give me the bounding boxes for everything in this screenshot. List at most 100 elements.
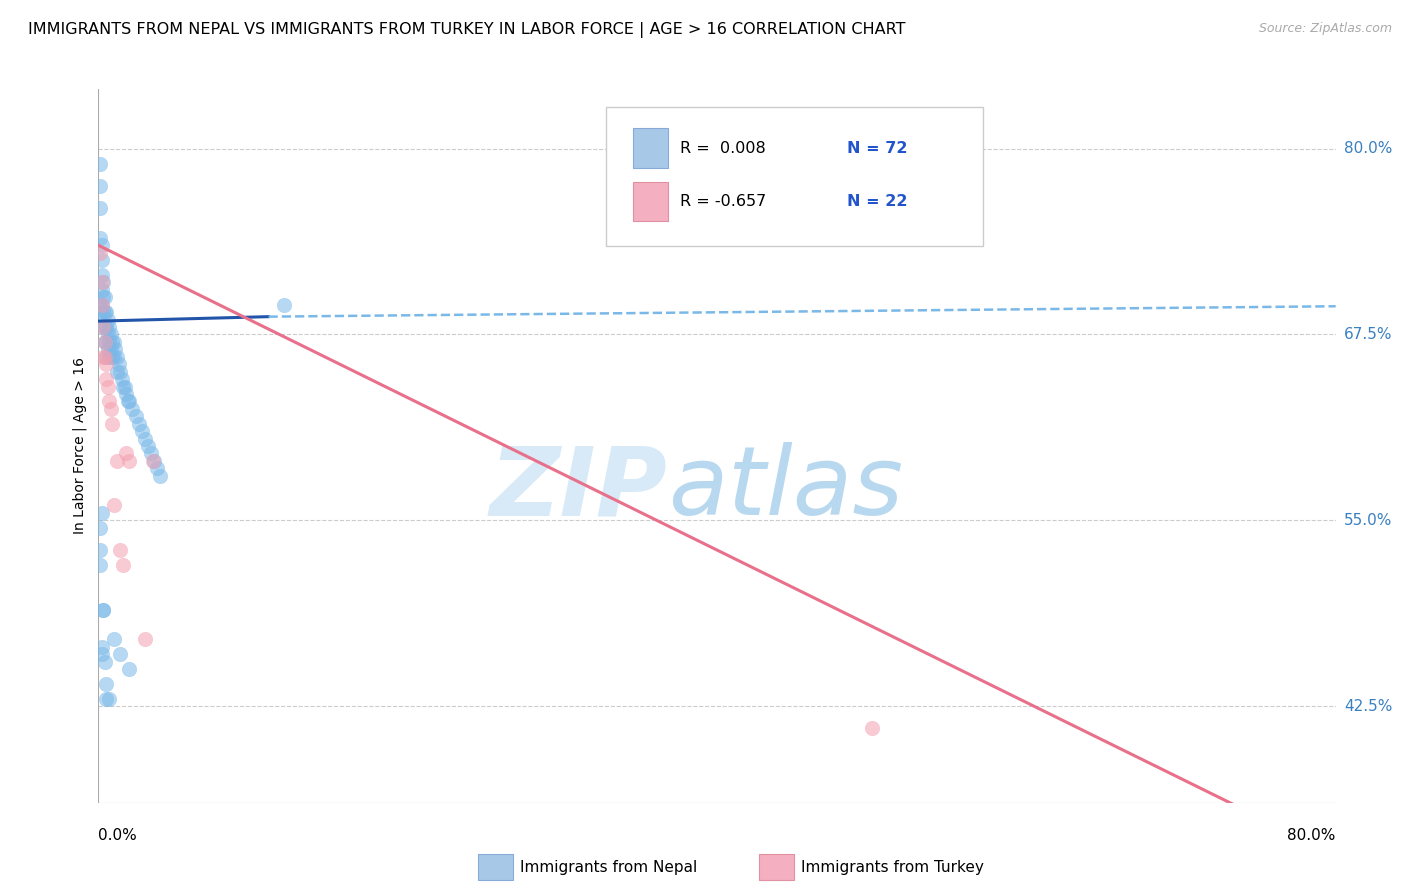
Point [90, 640, 112, 654]
Point [97, 379, 120, 393]
Point [134, 432, 156, 446]
Bar [633, 128, 668, 168]
Point [93, 350, 115, 364]
Text: R = -0.657: R = -0.657 [681, 194, 766, 210]
Point [89, 201, 111, 215]
Point [108, 543, 131, 558]
Point [89, 245, 111, 260]
Point [107, 357, 129, 371]
Point [89, 298, 111, 312]
Point [90, 276, 112, 290]
Point [141, 454, 165, 468]
Point [96, 357, 118, 371]
Point [96, 677, 118, 691]
Point [101, 350, 124, 364]
Point [860, 722, 883, 736]
Point [97, 312, 120, 326]
Point [128, 417, 150, 431]
Text: 67.5%: 67.5% [1344, 327, 1392, 342]
Point [90, 253, 112, 268]
Text: ZIP: ZIP [489, 442, 668, 535]
Point [96, 320, 118, 334]
Point [100, 327, 122, 342]
Bar [633, 182, 668, 221]
Point [90, 238, 112, 252]
Point [114, 379, 136, 393]
Y-axis label: In Labor Force | Age > 16: In Labor Force | Age > 16 [73, 358, 87, 534]
Point [105, 365, 128, 379]
Text: 42.5%: 42.5% [1344, 698, 1392, 714]
Point [112, 558, 135, 572]
Point [91, 320, 114, 334]
Point [96, 350, 118, 364]
Point [89, 156, 111, 170]
Point [100, 401, 122, 416]
Point [101, 334, 124, 349]
Point [131, 424, 153, 438]
FancyBboxPatch shape [606, 107, 983, 246]
Point [103, 350, 125, 364]
Point [93, 320, 115, 334]
Point [139, 446, 162, 460]
Point [91, 350, 114, 364]
Point [93, 655, 115, 669]
Point [108, 365, 131, 379]
Point [91, 602, 114, 616]
Text: N = 22: N = 22 [846, 194, 907, 210]
Point [111, 372, 132, 386]
Point [89, 231, 111, 245]
Point [117, 394, 139, 409]
Point [273, 298, 295, 312]
Point [112, 379, 135, 393]
Text: atlas: atlas [668, 442, 903, 535]
Point [96, 372, 118, 386]
Point [104, 343, 127, 357]
Text: R =  0.008: R = 0.008 [681, 141, 766, 156]
Point [108, 647, 131, 661]
Point [98, 350, 121, 364]
Point [96, 334, 118, 349]
Point [89, 305, 111, 319]
Point [105, 454, 128, 468]
Point [91, 602, 114, 616]
Point [149, 468, 172, 483]
Point [90, 298, 112, 312]
Point [98, 394, 121, 409]
Point [97, 343, 120, 357]
Point [103, 499, 125, 513]
Point [98, 334, 121, 349]
Point [90, 298, 112, 312]
Point [136, 439, 159, 453]
Point [89, 558, 111, 572]
Point [121, 401, 143, 416]
Point [89, 521, 111, 535]
Point [96, 305, 118, 319]
Point [115, 446, 138, 460]
Point [100, 343, 122, 357]
Point [118, 454, 141, 468]
Point [93, 290, 115, 304]
Point [93, 305, 115, 319]
Text: 0.0%: 0.0% [98, 828, 138, 843]
Point [89, 543, 111, 558]
Point [90, 506, 112, 520]
Point [118, 662, 141, 676]
Text: 55.0%: 55.0% [1344, 513, 1392, 528]
Point [90, 268, 112, 282]
Point [143, 454, 166, 468]
Text: Immigrants from Turkey: Immigrants from Turkey [801, 860, 984, 874]
Point [90, 283, 112, 297]
Point [98, 691, 121, 706]
Point [124, 409, 146, 424]
Point [93, 334, 115, 349]
Point [115, 387, 138, 401]
Point [91, 305, 114, 319]
Point [134, 632, 156, 647]
Point [96, 691, 118, 706]
Point [103, 334, 125, 349]
Point [91, 320, 114, 334]
Point [101, 417, 124, 431]
Text: Source: ZipAtlas.com: Source: ZipAtlas.com [1258, 22, 1392, 36]
Text: N = 72: N = 72 [846, 141, 907, 156]
Point [91, 290, 114, 304]
